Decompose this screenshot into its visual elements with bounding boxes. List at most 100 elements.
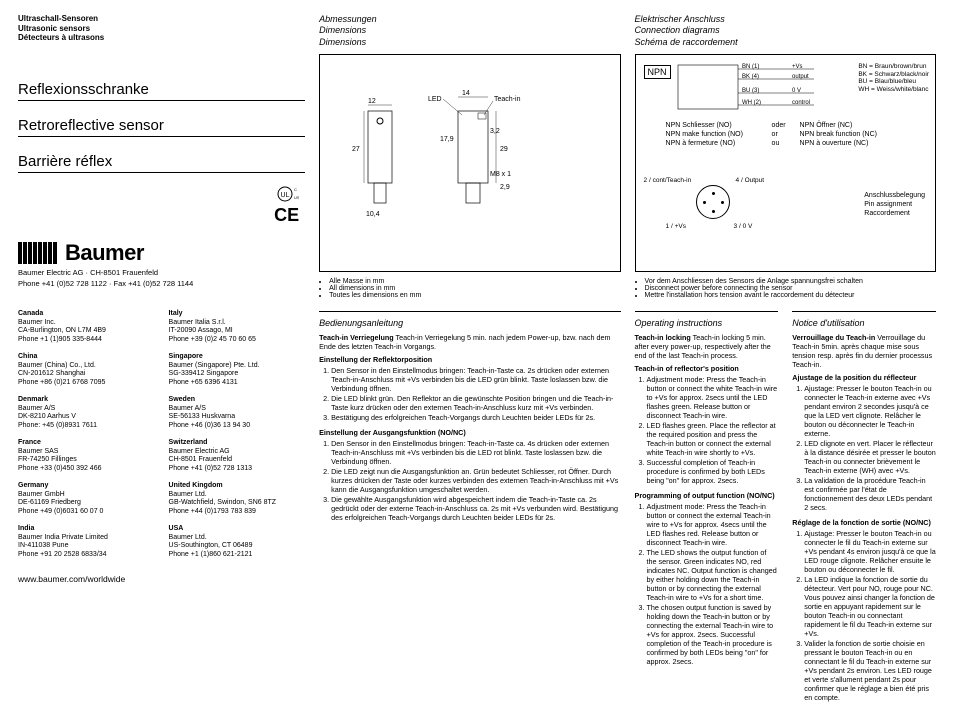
conn-note: Mettre l'installation hors tension avant… (645, 292, 936, 299)
pin2: 2 / cont/Teach-in (644, 177, 692, 185)
list-item: Ajustage: Presser le bouton Teach-in ou … (804, 384, 936, 438)
conn-h-de: Elektrischer Anschluss (635, 14, 936, 25)
instr-fr-lock: Verrouillage du Teach-in Verrouillage du… (792, 333, 936, 369)
wk: BN = Braun/brown/brun (858, 63, 929, 71)
instr-en-refl: Adjustment mode: Press the Teach-in butt… (635, 375, 779, 485)
or-en: or (772, 130, 786, 139)
col-mid: Abmessungen Dimensions Dimensions 12 27 … (319, 14, 620, 708)
brand-addr: Baumer Electric AG · CH-8501 Frauenfeld (18, 268, 305, 277)
cat-fr: Détecteurs à ultrasons (18, 33, 305, 43)
instr-fr-out: Ajustage: Presser le bouton Teach-in ou … (792, 529, 936, 702)
instr-de-h: Bedienungsanleitung (319, 318, 620, 329)
connection-diagram: NPN BN (1) BK (4) BU (3) WH (2) +Vs outp… (635, 54, 936, 272)
nc-fr: NPN à ouverture (NC) (800, 139, 877, 148)
instr-de-out-h: Einstellung der Ausgangsfunktion (NO/NC) (319, 428, 466, 437)
address-block: United KingdomBaumer Ltd.GB-Watchfield, … (169, 482, 306, 517)
dimension-drawing: 12 27 10,4 LED Teach-in 14 17,9 3,2 29 (319, 54, 620, 272)
sensor-drawing-icon: 12 27 10,4 LED Teach-in 14 17,9 3,2 29 (328, 61, 608, 261)
address-block: ChinaBaumer (China) Co., Ltd.CN-201612 S… (18, 353, 155, 388)
svg-text:WH (2): WH (2) (742, 100, 761, 106)
title-fr: Barrière réflex (18, 153, 305, 173)
list-item: Bestätigung des erfolgreichen Teach-Vorg… (331, 413, 620, 422)
dim-h-en: Dimensions (319, 25, 620, 36)
or-block: oder or ou (772, 121, 786, 148)
conn-notes: Vor dem Anschliessen des Sensors die Anl… (635, 278, 936, 299)
connector-face-icon (696, 185, 730, 219)
dim-h-de: Abmessungen (319, 14, 620, 25)
instr-fr-refl-h: Ajustage de la position du réflecteur (792, 373, 916, 382)
list-item: The chosen output function is saved by h… (647, 603, 779, 666)
svg-text:14: 14 (462, 90, 470, 97)
no-de: NPN Schliesser (NO) (666, 121, 743, 130)
address-block: DenmarkBaumer A/SDK-8210 Aarhus VPhone: … (18, 396, 155, 431)
address-block: SwitzerlandBaumer Electric AGCH-8501 Fra… (169, 439, 306, 474)
address-block: GermanyBaumer GmbHDE-61169 FriedbergPhon… (18, 482, 155, 517)
list-item: Die gewählte Ausgangsfunktion wird abges… (331, 495, 620, 522)
list-item: La validation de la procédure Teach-in e… (804, 476, 936, 512)
list-item: Den Sensor in den Einstellmodus bringen:… (331, 366, 620, 393)
dim-note: Alle Masse in mm (329, 278, 620, 285)
worldwide-url: www.baumer.com/worldwide (18, 574, 305, 584)
svg-text:BK (4): BK (4) (742, 74, 759, 80)
or-fr: ou (772, 139, 786, 148)
svg-text:10,4: 10,4 (366, 211, 380, 218)
svg-text:0 V: 0 V (792, 88, 801, 94)
list-item: LED clignote en vert. Placer le réflecte… (804, 439, 936, 475)
wiring-icon: BN (1) BK (4) BU (3) WH (2) +Vs output 0… (674, 61, 824, 117)
wk: WH = Weiss/white/blanc (858, 86, 929, 94)
svg-text:M8 x 1: M8 x 1 (490, 171, 511, 178)
list-item: Ajustage: Presser le bouton Teach-in ou … (804, 529, 936, 574)
instr-en-refl-h: Teach-in of reflector's position (635, 364, 739, 373)
pin4: 4 / Output (736, 177, 765, 185)
address-grid: CanadaBaumer Inc.CA-Burlington, ON L7M 4… (18, 310, 305, 560)
page: Ultraschall-Sensoren Ultrasonic sensors … (18, 14, 936, 661)
conn-h-fr: Schéma de raccordement (635, 37, 936, 48)
list-item: Adjustment mode: Press the Teach-in butt… (647, 375, 779, 420)
instr-fr-refl: Ajustage: Presser le bouton Teach-in ou … (792, 384, 936, 512)
no-fr: NPN à fermeture (NO) (666, 139, 743, 148)
svg-text:C: C (294, 187, 297, 192)
ce-mark-icon: CE (274, 205, 299, 226)
no-en: NPN make function (NO) (666, 130, 743, 139)
svg-text:LED: LED (428, 96, 442, 103)
dim-note: All dimensions in mm (329, 285, 620, 292)
wire-key: BN = Braun/brown/brun BK = Schwarz/black… (858, 63, 929, 94)
ul-mark-icon: ULCUS (277, 185, 299, 205)
instr-de-refl: Den Sensor in den Einstellmodus bringen:… (319, 366, 620, 422)
instr-de-lock: Teach-in Verriegelung Teach-in Verriegel… (319, 333, 620, 351)
col-left: Ultraschall-Sensoren Ultrasonic sensors … (18, 14, 305, 708)
address-block: ItalyBaumer Italia S.r.l.IT-20090 Assago… (169, 310, 306, 345)
svg-text:BU (3): BU (3) (742, 88, 759, 94)
address-block: USABaumer Ltd.US-Southington, CT 06489Ph… (169, 525, 306, 560)
list-item: The LED shows the output function of the… (647, 548, 779, 602)
nc-de: NPN Öffner (NC) (800, 121, 877, 130)
dim-notes: Alle Masse in mm All dimensions in mm To… (319, 278, 620, 299)
svg-text:29: 29 (500, 146, 508, 153)
svg-text:Teach-in: Teach-in (494, 96, 521, 103)
conn-heading: Elektrischer Anschluss Connection diagra… (635, 14, 936, 48)
instr-en: Operating instructions Teach-in locking … (635, 311, 779, 708)
list-item: Den Sensor in den Einstellmodus bringen:… (331, 439, 620, 466)
list-item: Adjustment mode: Press the Teach-in butt… (647, 502, 779, 547)
list-item: Successful completion of Teach-in proced… (647, 458, 779, 485)
wk: BU = Blau/blue/bleu (858, 78, 929, 86)
cat-de: Ultraschall-Sensoren (18, 14, 305, 24)
list-item: LED flashes green. Place the reflector a… (647, 421, 779, 457)
svg-text:3,2: 3,2 (490, 128, 500, 135)
instr-en-out-h: Programming of output function (NO/NC) (635, 491, 775, 500)
pinh-de: Anschlussbelegung (864, 191, 925, 200)
list-item: La LED indique la fonction de sortie du … (804, 575, 936, 638)
svg-text:control: control (792, 100, 810, 106)
svg-text:12: 12 (368, 98, 376, 105)
dim-h-fr: Dimensions (319, 37, 620, 48)
pin1: 1 / +Vs (666, 223, 686, 231)
brand-logo: Baumer (18, 240, 305, 266)
instr-en-out: Adjustment mode: Press the Teach-in butt… (635, 502, 779, 666)
address-block: IndiaBaumer India Private LimitedIN-4110… (18, 525, 155, 560)
instr-de: Bedienungsanleitung Teach-in Verriegelun… (319, 311, 620, 528)
nc-block: NPN Öffner (NC) NPN break function (NC) … (800, 121, 877, 148)
dim-note: Toutes les dimensions en mm (329, 292, 620, 299)
title-de: Reflexionsschranke (18, 81, 305, 101)
instr-fr: Notice d'utilisation Verrouillage du Tea… (792, 311, 936, 708)
conn-note: Disconnect power before connecting the s… (645, 285, 936, 292)
